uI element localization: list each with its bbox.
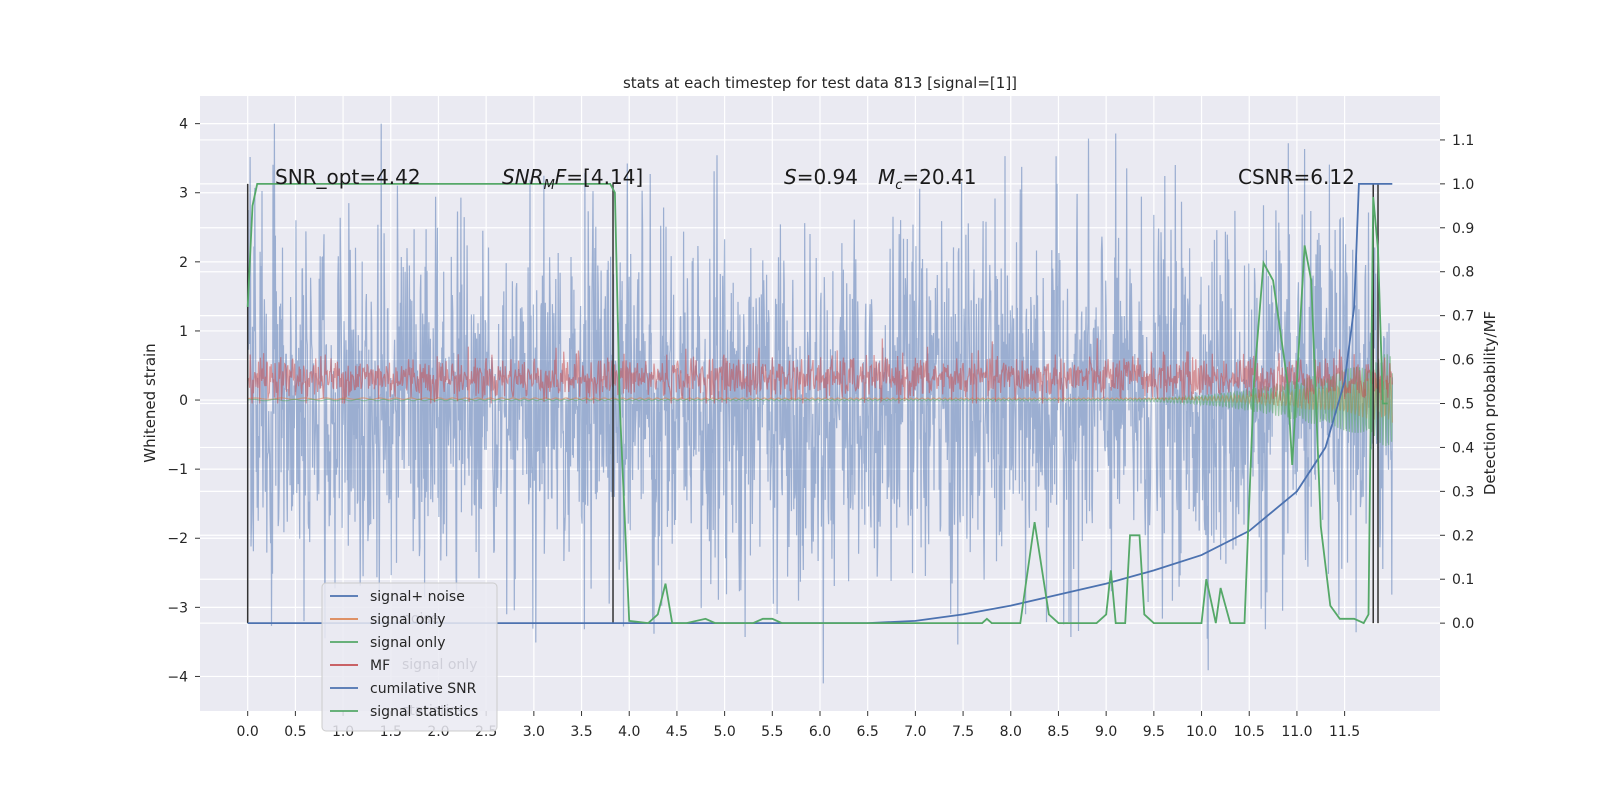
- x-tick-label: 10.5: [1234, 724, 1265, 740]
- left-tick-label: −3: [167, 600, 188, 616]
- x-tick-label: 4.5: [666, 724, 688, 740]
- right-axis-ticks: 1.1 1.0 0.9 0.8 0.7 0.6 0.5 0.4 0.3 0.2 0.1 0.0: [1440, 133, 1474, 632]
- annotation-mc: Mc=20.41: [878, 165, 976, 193]
- left-tick-label: 1: [179, 324, 188, 340]
- left-axis-label: Whitened strain: [141, 343, 159, 462]
- x-tick-label: 8.5: [1047, 724, 1069, 740]
- legend-label: signal only: [370, 635, 445, 651]
- legend-ghost-label: statistics: [402, 703, 464, 719]
- x-tick-label: 10.0: [1186, 724, 1217, 740]
- series-signal-only-green: [247, 354, 1393, 447]
- series-signal-statistics: [246, 183, 1388, 625]
- left-tick-label: −4: [167, 669, 188, 685]
- left-tick-label: 2: [179, 255, 188, 271]
- right-tick-label: 0.0: [1452, 616, 1474, 632]
- left-tick-label: −2: [167, 531, 188, 547]
- right-tick-label: 1.1: [1452, 133, 1474, 149]
- legend-ghost-label: signal only: [402, 657, 477, 673]
- x-tick-label: 11.5: [1329, 724, 1360, 740]
- x-tick-label: 3.5: [570, 724, 592, 740]
- x-tick-label: 4.0: [618, 724, 640, 740]
- x-tick-label: 7.5: [952, 724, 974, 740]
- legend-label: cumilative SNR: [370, 681, 477, 697]
- x-tick-label: 9.5: [1143, 724, 1165, 740]
- series-cumulative-snr: [247, 183, 1393, 624]
- left-tick-label: 3: [179, 186, 188, 202]
- legend-box: [321, 582, 498, 732]
- x-tick-label: 0.0: [237, 724, 259, 740]
- annotation-snr-mf: SNRMF=[4.14]: [502, 165, 643, 193]
- left-tick-label: −1: [167, 462, 188, 478]
- x-tick-label: 6.0: [809, 724, 831, 740]
- right-tick-label: 0.2: [1452, 528, 1474, 544]
- right-tick-label: 0.6: [1452, 353, 1474, 369]
- right-tick-label: 0.3: [1452, 484, 1474, 500]
- right-tick-label: 1.0: [1452, 177, 1474, 193]
- annotation-mc-value: =20.41: [902, 165, 976, 189]
- left-tick-label: 4: [179, 117, 188, 133]
- x-tick-label: 8.0: [1000, 724, 1022, 740]
- legend-label: signal only: [370, 612, 445, 628]
- right-axis-label: Detection probability/MF: [1481, 311, 1499, 495]
- right-tick-label: 0.9: [1452, 221, 1474, 237]
- annotation-snr-opt: SNR_opt=4.42: [275, 165, 421, 189]
- right-tick-label: 0.4: [1452, 440, 1474, 456]
- x-tick-label: 5.0: [713, 724, 735, 740]
- x-tick-label: 11.0: [1281, 724, 1312, 740]
- legend-label: signal statistics: [370, 704, 478, 720]
- right-tick-label: 0.7: [1452, 309, 1474, 325]
- annotation-s: S=0.94: [784, 165, 858, 189]
- annotation-s-value: =0.94: [797, 165, 858, 189]
- chart-title: stats at each timestep for test data 813…: [623, 74, 1017, 92]
- x-tick-label: 9.0: [1095, 724, 1117, 740]
- right-tick-label: 0.8: [1452, 265, 1474, 281]
- x-tick-label: 5.5: [761, 724, 783, 740]
- x-tick-label: 7.0: [904, 724, 926, 740]
- left-axis-ticks: 4 3 2 1 0 −1 −2 −3 −4: [167, 117, 200, 685]
- left-tick-label: 0: [179, 393, 188, 409]
- annotations: SNR_opt=4.42 SNRMF=[4.14] S=0.94 Mc=20.4…: [275, 165, 1355, 193]
- x-tick-label: 6.5: [857, 724, 879, 740]
- x-tick-label: 3.0: [523, 724, 545, 740]
- annotation-csnr: CSNR=6.12: [1238, 165, 1355, 189]
- annotation-snr-mf-value: =[4.14]: [566, 165, 643, 189]
- x-axis-ticks: 0.0 0.5 1.0 1.5 2.0 2.5 3.0 3.5 4.0 4.5 5.0 5.5 6.0 6…: [237, 711, 1360, 740]
- series-mf: [247, 338, 1393, 404]
- right-tick-label: 0.5: [1452, 397, 1474, 413]
- right-tick-label: 0.1: [1452, 572, 1474, 588]
- legend-label: signal+ noise: [370, 589, 465, 605]
- legend-ghost-label: noise: [402, 611, 439, 627]
- legend-label: MF: [370, 658, 390, 674]
- x-tick-label: 0.5: [284, 724, 306, 740]
- plot-data: [246, 123, 1393, 684]
